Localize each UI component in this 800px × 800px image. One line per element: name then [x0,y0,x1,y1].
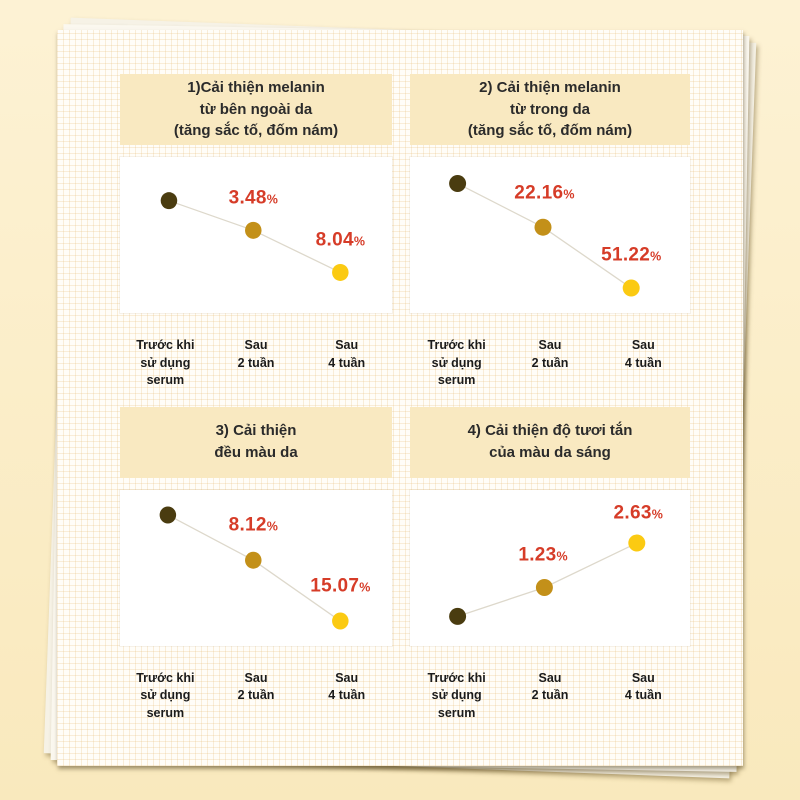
data-point-3 [332,263,349,281]
percent-label: 8.12% [229,516,278,535]
percent-label: 8.04% [316,230,365,249]
x-axis-label-2: Sau 2 tuần [531,338,569,370]
data-point-2 [245,551,262,569]
line-chart [449,175,640,297]
line-chart [449,534,646,625]
percent-label: 22.16% [514,183,574,202]
data-point-2 [535,578,553,596]
x-axis-labels: Trước khi sử dụng serum Sau 2 tuần Sau 4 t… [120,337,392,390]
x-axis-label-1: Trước khi sử dụng serum [427,670,486,720]
data-point-3 [622,279,640,297]
data-point-1 [160,192,178,210]
x-axis-labels: Trước khi sử dụng serum Sau 2 tuần Sau 4 t… [410,670,690,723]
percent-suffix: % [266,192,278,207]
x-axis-labels: Trước khi sử dụng serum Sau 2 tuần Sau 4 t… [410,337,690,390]
percent-suffix: % [651,507,663,522]
chart-title-banner: 3) Cải thiện đều màu da [120,406,392,478]
percent-value: 1.23 [518,544,557,566]
chart-title: 2) Cải thiện melanin từ trong da (tăng s… [467,78,633,140]
percent-value: 15.07 [310,575,360,597]
x-axis-label-1: Trước khi sử dụng serum [136,670,195,720]
percent-value: 8.04 [315,229,354,251]
data-point-2 [534,218,552,236]
chart-plot-area: 1.23% 2.63% [410,489,690,646]
chart-title: 1)Cải thiện melanin từ bên ngoài da (tăn… [173,78,339,140]
chart-title-banner: 1)Cải thiện melanin từ bên ngoài da (tăn… [120,74,392,145]
chart-title: 3) Cải thiện đều màu da [214,422,298,461]
line-chart [160,192,349,281]
x-axis-label-3: Sau 4 tuần [624,338,662,370]
percent-label: 3.48% [229,188,278,207]
percent-suffix: % [359,580,371,595]
data-point-1 [449,175,467,193]
percent-suffix: % [556,549,568,564]
percent-value: 3.48 [228,187,267,209]
chart-plot-area: 22.16% 51.22% [410,157,690,313]
paper-sheet-front: 1)Cải thiện melanin từ bên ngoài da (tăn… [57,30,743,766]
x-axis-label-2: Sau 2 tuần [237,338,275,370]
x-axis-label-3: Sau 4 tuần [328,670,366,703]
percent-suffix: % [353,234,365,249]
percent-value: 2.63 [613,502,652,524]
x-axis-label-2: Sau 2 tuần [531,670,569,703]
percent-value: 22.16 [514,182,564,204]
percent-value: 51.22 [601,244,651,266]
percent-value: 8.12 [228,514,267,536]
data-point-3 [628,534,646,552]
percent-suffix: % [563,187,575,202]
x-axis-label-3: Sau 4 tuần [328,338,366,370]
chart-panel-2: 2) Cải thiện melanin từ trong da (tăng s… [410,74,690,390]
percent-suffix: % [266,519,278,534]
percent-suffix: % [650,249,662,264]
chart-panel-4: 4) Cải thiện độ tươi tắn của màu da sáng… [410,406,690,723]
percent-label: 15.07% [310,577,370,596]
chart-plot-area: 8.12% 15.07% [120,489,392,646]
data-point-1 [449,607,467,625]
chart-title-banner: 2) Cải thiện melanin từ trong da (tăng s… [410,74,690,145]
percent-label: 2.63% [614,503,663,522]
x-axis-label-1: Trước khi sử dụng serum [427,338,486,387]
chart-plot-area: 3.48% 8.04% [120,157,392,313]
x-axis-labels: Trước khi sử dụng serum Sau 2 tuần Sau 4 t… [120,670,392,723]
percent-label: 51.22% [601,246,661,265]
chart-panel-3: 3) Cải thiện đều màu da 8.12% 15.07% Trướ… [120,406,392,723]
chart-title: 4) Cải thiện độ tươi tắn của màu da sáng [467,422,633,461]
x-axis-label-1: Trước khi sử dụng serum [136,338,195,387]
x-axis-label-3: Sau 4 tuần [624,670,662,703]
chart-panel-1: 1)Cải thiện melanin từ bên ngoài da (tăn… [120,74,392,390]
data-point-2 [245,221,262,239]
data-point-3 [332,612,349,630]
chart-title-banner: 4) Cải thiện độ tươi tắn của màu da sáng [410,406,690,478]
line-chart [159,505,349,630]
percent-label: 1.23% [518,546,567,565]
x-axis-label-2: Sau 2 tuần [237,670,275,703]
charts-grid: 1)Cải thiện melanin từ bên ngoài da (tăn… [120,74,690,722]
data-point-1 [159,505,177,523]
